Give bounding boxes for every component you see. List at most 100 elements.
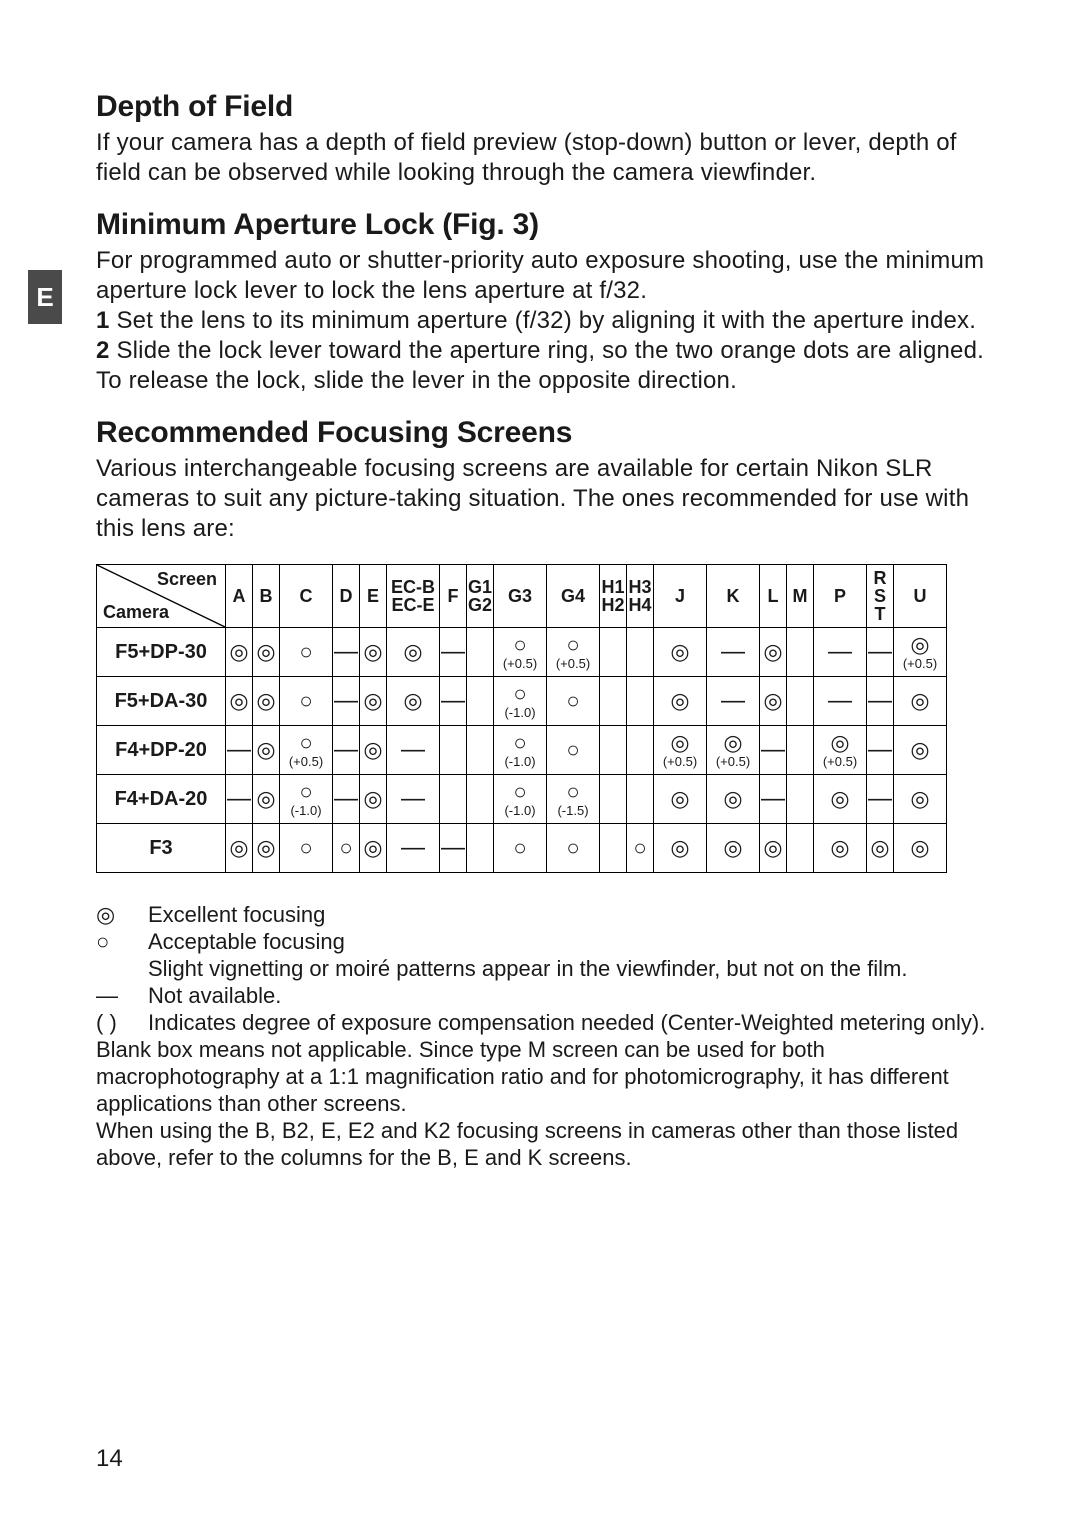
table-cell: ◎ <box>894 824 947 873</box>
col-header: C <box>280 565 333 628</box>
table-cell: — <box>333 677 360 726</box>
table-cell <box>787 726 814 775</box>
col-header: M <box>787 565 814 628</box>
camera-cell: F4+DA-20 <box>97 775 226 824</box>
table-cell: ◎ <box>226 677 253 726</box>
table-cell <box>627 628 654 677</box>
table-cell: — <box>814 677 867 726</box>
table-cell: — <box>387 726 440 775</box>
table-cell: — <box>440 677 467 726</box>
col-header: G1G2 <box>467 565 494 628</box>
table-cell: ○ <box>494 824 547 873</box>
table-cell: — <box>333 775 360 824</box>
table-cell <box>467 824 494 873</box>
table-cell: ○(+0.5) <box>494 628 547 677</box>
table-cell <box>467 628 494 677</box>
table-cell: — <box>707 677 760 726</box>
col-header: K <box>707 565 760 628</box>
table-cell: — <box>387 824 440 873</box>
table-cell <box>467 775 494 824</box>
table-cell <box>627 775 654 824</box>
camera-cell: F3 <box>97 824 226 873</box>
mal-step2: 2 Slide the lock lever toward the apertu… <box>96 336 1008 366</box>
header-diag: ScreenCamera <box>97 565 226 628</box>
table-cell: ○ <box>627 824 654 873</box>
table-cell: ◎ <box>814 824 867 873</box>
col-header: D <box>333 565 360 628</box>
table-cell: — <box>814 628 867 677</box>
table-cell: ◎(+0.5) <box>814 726 867 775</box>
mal-step1: 1 Set the lens to its minimum aperture (… <box>96 306 1008 336</box>
table-cell <box>467 677 494 726</box>
table-cell: — <box>760 775 787 824</box>
table-cell: ◎ <box>894 726 947 775</box>
mal-step1-text: Set the lens to its minimum aperture (f/… <box>116 307 976 334</box>
legend-excellent-sym: ◎ <box>96 901 142 928</box>
table-cell: — <box>333 628 360 677</box>
table-cell: ○ <box>547 726 600 775</box>
table-cell: ◎ <box>253 775 280 824</box>
table-cell <box>600 726 627 775</box>
dof-body: If your camera has a depth of field prev… <box>96 128 1008 188</box>
col-header: A <box>226 565 253 628</box>
legend-vignette: Slight vignetting or moiré patterns appe… <box>148 955 1008 982</box>
mal-step2-text: Slide the lock lever toward the aperture… <box>116 337 984 364</box>
table-cell: — <box>440 824 467 873</box>
table-cell: ○(+0.5) <box>280 726 333 775</box>
legend-acceptable-text: Acceptable focusing <box>148 928 1008 955</box>
table-cell <box>467 726 494 775</box>
col-header: H3H4 <box>627 565 654 628</box>
rfs-title: Recommended Focusing Screens <box>96 416 1008 450</box>
table-cell: — <box>333 726 360 775</box>
table-cell: ○ <box>280 677 333 726</box>
mal-outro: To release the lock, slide the lever in … <box>96 366 1008 396</box>
rfs-body: Various interchangeable focusing screens… <box>96 454 1008 544</box>
table-cell: — <box>440 628 467 677</box>
table-cell <box>600 677 627 726</box>
table-cell: ◎ <box>360 775 387 824</box>
col-header: L <box>760 565 787 628</box>
table-cell: — <box>867 677 894 726</box>
table-cell: ○ <box>280 824 333 873</box>
table-cell: ◎ <box>760 824 787 873</box>
table-cell: ○ <box>547 677 600 726</box>
table-cell: ○(+0.5) <box>547 628 600 677</box>
table-cell: ◎ <box>226 628 253 677</box>
table-cell: ○(-1.5) <box>547 775 600 824</box>
footnote: Blank box means not applicable. Since ty… <box>96 1036 1008 1171</box>
table-cell: ○(-1.0) <box>494 775 547 824</box>
table-cell: ◎ <box>894 775 947 824</box>
table-cell: ◎ <box>360 726 387 775</box>
table-cell: ◎ <box>387 677 440 726</box>
table-cell: — <box>867 628 894 677</box>
table-cell: ◎ <box>360 824 387 873</box>
table-cell: — <box>226 775 253 824</box>
table-cell: ◎ <box>760 628 787 677</box>
col-header: J <box>654 565 707 628</box>
table-cell: — <box>867 775 894 824</box>
table-cell: ◎(+0.5) <box>894 628 947 677</box>
table-cell: ◎ <box>360 628 387 677</box>
col-header: G4 <box>547 565 600 628</box>
table-cell <box>627 677 654 726</box>
table-cell: ◎ <box>707 824 760 873</box>
table-cell: ◎ <box>654 677 707 726</box>
legend-paren-sym: ( ) <box>96 1009 142 1036</box>
table-cell <box>787 775 814 824</box>
page: E Depth of Field If your camera has a de… <box>0 0 1080 1523</box>
col-header: P <box>814 565 867 628</box>
table-cell: ◎ <box>360 677 387 726</box>
table-cell: ○(-1.0) <box>494 726 547 775</box>
table-cell: ◎ <box>387 628 440 677</box>
legend-excellent-text: Excellent focusing <box>148 901 1008 928</box>
table-cell <box>627 726 654 775</box>
legend-na-text: Not available. <box>148 982 1008 1009</box>
table-cell <box>787 677 814 726</box>
col-header: RST <box>867 565 894 628</box>
table-cell: ◎ <box>654 775 707 824</box>
legend: ◎Excellent focusing ○Acceptable focusing… <box>96 901 1008 1036</box>
table-cell: ○ <box>547 824 600 873</box>
table-cell: ◎ <box>760 677 787 726</box>
table-cell <box>440 726 467 775</box>
col-header: F <box>440 565 467 628</box>
